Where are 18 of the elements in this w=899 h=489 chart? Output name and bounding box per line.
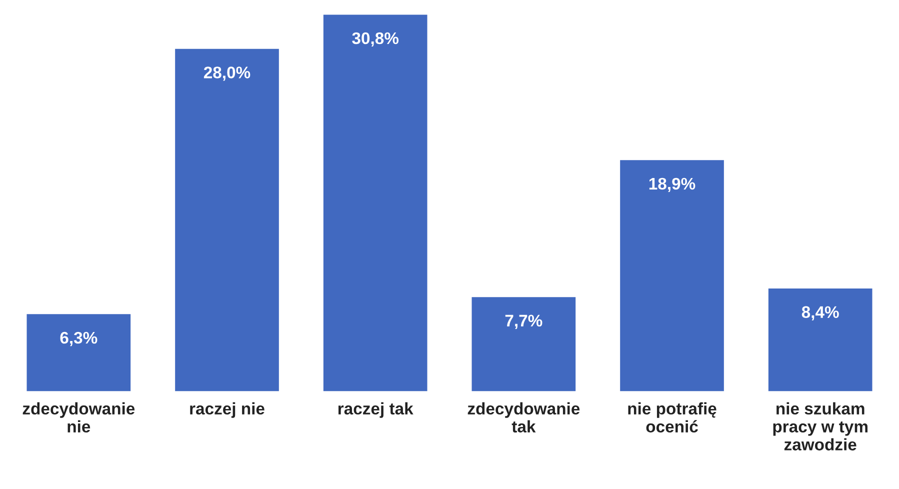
x-tick-label: zdecydowanie tak <box>468 402 580 433</box>
bar <box>26 314 131 392</box>
data-label: 28,0% <box>204 66 250 81</box>
bar <box>175 48 279 392</box>
x-tick-label: raczej nie <box>190 402 264 418</box>
x-tick-label: nie szukam pracy w tym zawodzie <box>773 402 868 450</box>
x-tick-label: raczej tak <box>338 402 414 418</box>
x-tick-label: zdecydowanie nie <box>22 402 135 433</box>
data-label: 8,4% <box>802 306 839 320</box>
x-tick-label: nie potrafię ocenić <box>628 402 716 433</box>
bar <box>620 160 724 392</box>
bar <box>768 288 872 392</box>
data-label: 7,7% <box>505 314 542 329</box>
data-label: 30,8% <box>352 32 399 47</box>
bar <box>472 297 576 392</box>
data-label: 18,9% <box>649 178 696 192</box>
bar <box>323 14 428 392</box>
data-label: 6,3% <box>60 332 98 346</box>
